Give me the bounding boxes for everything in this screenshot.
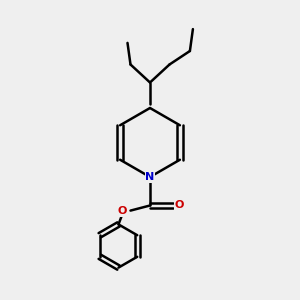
Text: O: O xyxy=(174,200,184,211)
Text: O: O xyxy=(117,206,127,217)
Text: N: N xyxy=(146,172,154,182)
